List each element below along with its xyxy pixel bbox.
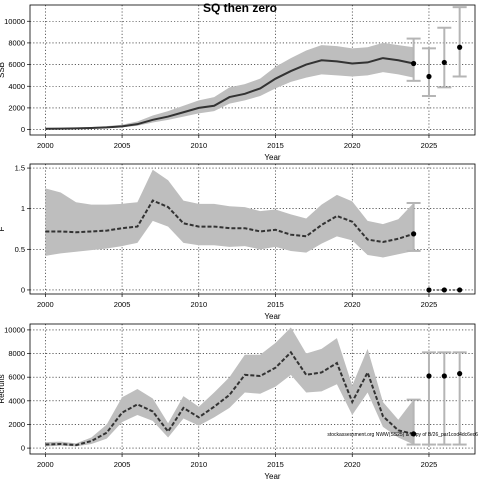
y-axis-label: F	[0, 226, 6, 231]
x-tick-label: 2000	[37, 460, 54, 469]
forecast-point	[411, 431, 417, 437]
chart-panel-1: 2000 2005 2010 2015 2020 2025 0 2000 4000 6000 800…	[0, 4, 476, 162]
forecast-point	[411, 60, 417, 67]
y-tick-label: 0.5	[15, 245, 25, 254]
y-tick-label: 1	[21, 204, 25, 213]
y-tick-label: 6000	[8, 60, 25, 69]
forecast-point	[426, 287, 432, 293]
y-tick-label: 0	[21, 444, 25, 453]
x-tick-label: 2025	[421, 460, 438, 469]
figure-title: SQ then zero	[203, 1, 277, 15]
y-tick-label: 0	[21, 125, 25, 134]
forecast-point	[457, 287, 463, 293]
estimate-line	[45, 350, 414, 447]
forecast-point	[426, 73, 432, 80]
plot-frame	[29, 4, 476, 136]
forecast-point	[426, 373, 432, 379]
x-tick-label: 2015	[267, 460, 284, 469]
x-tick-label: 2010	[190, 460, 207, 469]
y-axis-label: Recruits	[0, 374, 6, 403]
confidence-band	[45, 169, 414, 258]
x-tick-label: 2020	[344, 141, 361, 150]
forecast-point	[441, 373, 447, 379]
y-tick-label: 8000	[8, 38, 25, 47]
watermark-text: stockassessment.org NWW(SS25) & copy of …	[327, 432, 478, 438]
x-tick-label: 2025	[421, 300, 438, 309]
x-tick-label: 2020	[344, 460, 361, 469]
plot-frame	[29, 323, 476, 455]
x-tick-label: 2000	[37, 300, 54, 309]
y-tick-label: 6000	[8, 373, 25, 382]
y-tick-label: 1.5	[15, 164, 25, 173]
forecast-point	[441, 59, 447, 66]
x-axis-label: Year	[264, 153, 281, 162]
y-tick-label: 0	[21, 285, 25, 294]
y-tick-label: 2000	[8, 420, 25, 429]
x-tick-label: 2005	[114, 460, 131, 469]
panels: 2000 2005 2010 2015 2020 2025 0 2000 4000 6000 800…	[0, 4, 476, 480]
y-tick-label: 2000	[8, 103, 25, 112]
x-axis-label: Year	[264, 312, 281, 321]
y-tick-label: 10000	[4, 17, 25, 26]
forecast-point	[441, 287, 447, 293]
y-tick-label: 4000	[8, 82, 25, 91]
chart-panel-2: 2000 2005 2010 2015 2020 2025 0 0.5 1 1.5 Year F	[0, 163, 476, 321]
forecast-point	[457, 44, 463, 50]
x-axis-label: Year	[264, 472, 281, 480]
x-tick-label: 2010	[190, 300, 207, 309]
x-tick-label: 2010	[190, 141, 207, 150]
x-tick-label: 2025	[421, 141, 438, 150]
x-tick-label: 2020	[344, 300, 361, 309]
forecast-point	[457, 371, 463, 377]
y-axis-label: SSB	[0, 62, 6, 78]
estimate-line	[45, 199, 414, 244]
y-tick-label: 8000	[8, 349, 25, 358]
x-tick-label: 2005	[114, 300, 131, 309]
estimate-line	[45, 57, 414, 130]
confidence-band	[45, 327, 414, 447]
y-tick-label: 10000	[4, 325, 25, 334]
x-tick-label: 2000	[37, 141, 54, 150]
forecast-point	[411, 231, 417, 237]
x-tick-label: 2015	[267, 300, 284, 309]
x-tick-label: 2005	[114, 141, 131, 150]
chart-panel-3: 2000 2005 2010 2015 2020 2025 0 2000 4000 6000 800…	[0, 323, 476, 480]
x-tick-label: 2015	[267, 141, 284, 150]
plot-frame	[29, 163, 476, 295]
y-tick-label: 4000	[8, 396, 25, 405]
confidence-band	[45, 42, 414, 130]
